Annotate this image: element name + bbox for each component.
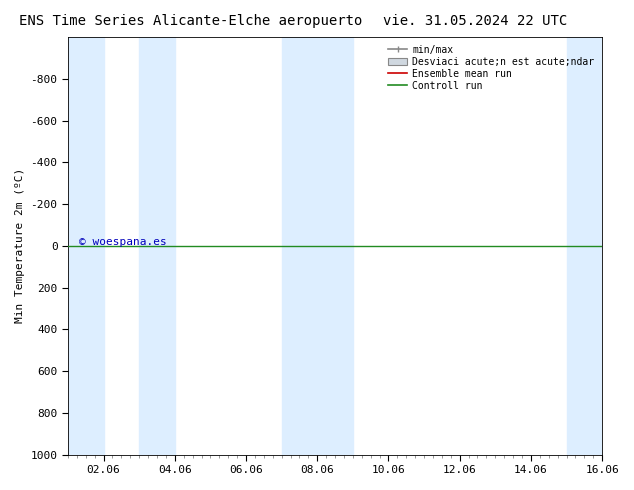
Text: vie. 31.05.2024 22 UTC: vie. 31.05.2024 22 UTC (384, 14, 567, 28)
Text: ENS Time Series Alicante-Elche aeropuerto: ENS Time Series Alicante-Elche aeropuert… (18, 14, 362, 28)
Bar (68, 37, 103, 455)
Y-axis label: Min Temperature 2m (ºC): Min Temperature 2m (ºC) (15, 168, 25, 323)
Text: © woespana.es: © woespana.es (79, 237, 166, 247)
Bar (281, 37, 353, 455)
Legend: min/max, Desviaci acute;n est acute;ndar, Ensemble mean run, Controll run: min/max, Desviaci acute;n est acute;ndar… (385, 42, 597, 94)
Bar (139, 37, 175, 455)
Bar (567, 37, 602, 455)
